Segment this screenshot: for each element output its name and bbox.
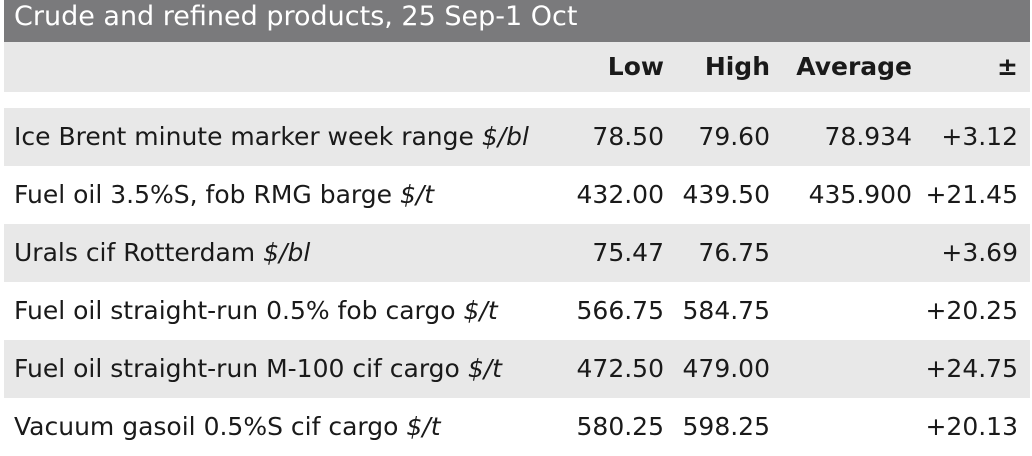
product-name: Urals cif Rotterdam $/bl xyxy=(14,238,311,267)
column-header-low: Low xyxy=(607,52,664,81)
unit-label: $/bl xyxy=(481,122,529,151)
table-header-row: Low High Average ± xyxy=(4,42,1030,92)
column-header-high: High xyxy=(704,52,770,81)
high-value: 598.25 xyxy=(682,412,770,441)
column-header-average: Average xyxy=(796,52,912,81)
low-value: 580.25 xyxy=(576,412,664,441)
unit-label: $/t xyxy=(463,296,498,325)
change-value: +20.25 xyxy=(925,296,1018,325)
header-spacer xyxy=(4,92,1030,108)
product-name: Fuel oil 3.5%S, fob RMG barge $/t xyxy=(14,180,435,209)
high-value: 439.50 xyxy=(682,180,770,209)
product-name: Vacuum gasoil 0.5%S cif cargo $/t xyxy=(14,412,441,441)
high-value: 76.75 xyxy=(698,238,770,267)
product-name: Fuel oil straight-run M-100 cif cargo $/… xyxy=(14,354,502,383)
low-value: 78.50 xyxy=(592,122,664,151)
product-name: Ice Brent minute marker week range $/bl xyxy=(14,122,529,151)
table-row: Fuel oil straight-run 0.5% fob cargo $/t… xyxy=(4,282,1030,340)
average-value: 78.934 xyxy=(824,122,912,151)
change-value: +20.13 xyxy=(925,412,1018,441)
high-value: 79.60 xyxy=(698,122,770,151)
change-value: +21.45 xyxy=(925,180,1018,209)
average-value: 435.900 xyxy=(808,180,912,209)
unit-label: $/bl xyxy=(263,238,311,267)
product-name: Fuel oil straight-run 0.5% fob cargo $/t xyxy=(14,296,498,325)
low-value: 432.00 xyxy=(576,180,664,209)
unit-label: $/t xyxy=(467,354,502,383)
table-title: Crude and refined products, 25 Sep-1 Oct xyxy=(4,0,1030,42)
change-value: +3.12 xyxy=(941,122,1018,151)
low-value: 566.75 xyxy=(576,296,664,325)
column-header-change: ± xyxy=(997,52,1018,81)
table-row: Fuel oil 3.5%S, fob RMG barge $/t 432.00… xyxy=(4,166,1030,224)
table-row: Fuel oil straight-run M-100 cif cargo $/… xyxy=(4,340,1030,398)
low-value: 472.50 xyxy=(576,354,664,383)
table-row: Vacuum gasoil 0.5%S cif cargo $/t 580.25… xyxy=(4,398,1030,456)
change-value: +3.69 xyxy=(941,238,1018,267)
high-value: 479.00 xyxy=(682,354,770,383)
change-value: +24.75 xyxy=(925,354,1018,383)
high-value: 584.75 xyxy=(682,296,770,325)
price-table: Low High Average ± Ice Brent minute mark… xyxy=(4,42,1030,456)
unit-label: $/t xyxy=(406,412,441,441)
unit-label: $/t xyxy=(399,180,435,209)
table-row: Urals cif Rotterdam $/bl 75.47 76.75 +3.… xyxy=(4,224,1030,282)
table-row: Ice Brent minute marker week range $/bl … xyxy=(4,108,1030,166)
low-value: 75.47 xyxy=(592,238,664,267)
